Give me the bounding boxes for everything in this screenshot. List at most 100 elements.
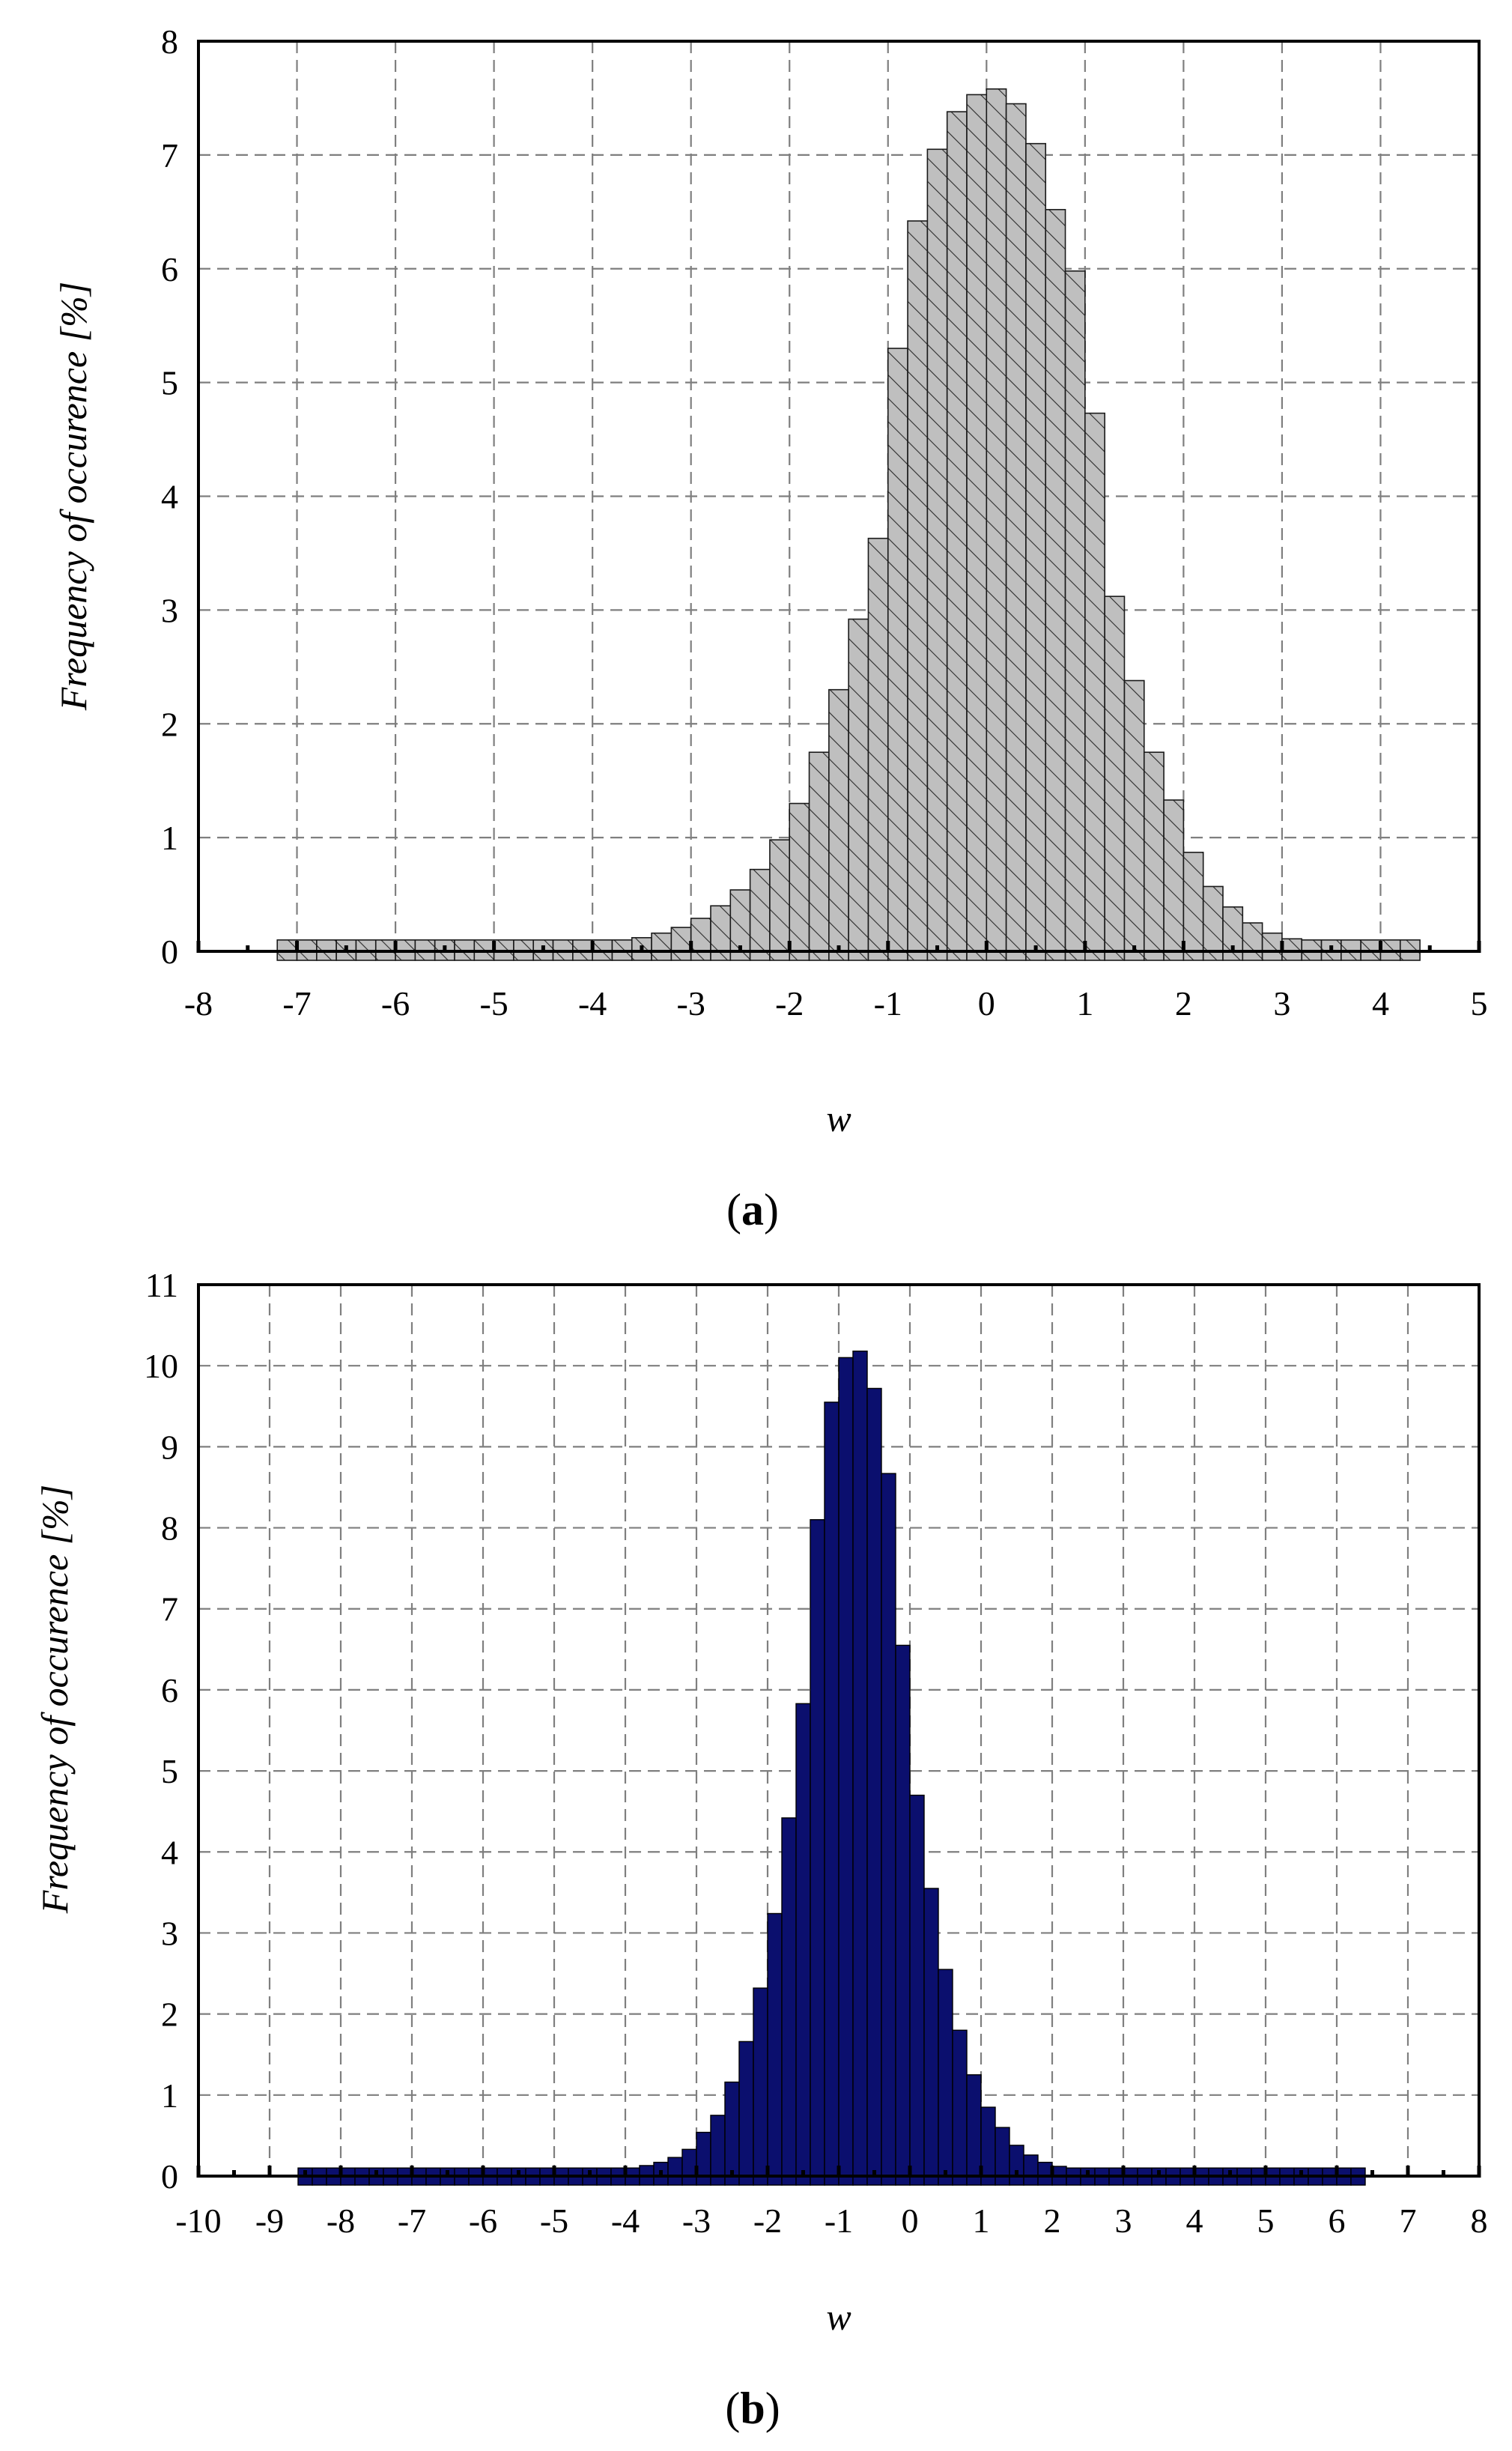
x-tick-label: -2 — [775, 984, 804, 1022]
y-axis-label: Frequency of occurence [%] — [34, 1485, 76, 1914]
y-tick-label: 8 — [161, 1509, 178, 1548]
panel-letter: b — [740, 2384, 765, 2433]
y-tick-label: 0 — [161, 933, 178, 971]
plot-frame — [197, 1283, 1481, 2178]
histogram-bar — [828, 688, 849, 961]
x-tick-label: -3 — [677, 984, 705, 1022]
x-tick-label: -3 — [682, 2202, 711, 2240]
y-tick-labels: 0 1 2 3 4 5 6 7 8 — [161, 22, 178, 971]
x-tick-label: 0 — [978, 984, 995, 1022]
histogram-bar — [1123, 679, 1145, 961]
x-tick-label: -6 — [381, 984, 410, 1022]
y-tick-label: 8 — [161, 22, 178, 61]
histogram-bar — [1005, 103, 1027, 961]
histogram-bar — [1023, 2154, 1039, 2186]
x-tick-label: -8 — [327, 2202, 355, 2240]
bar-series — [297, 1351, 1366, 2186]
x-tick-label: 5 — [1471, 984, 1488, 1022]
panel-label: (b) — [725, 2384, 780, 2433]
x-tick-label: -5 — [479, 984, 508, 1022]
x-tick-label: -7 — [282, 984, 311, 1022]
y-tick-label: 9 — [161, 1428, 178, 1466]
x-tick-label: 4 — [1372, 984, 1389, 1022]
y-tick-label: 4 — [161, 478, 178, 516]
histogram-bar — [907, 220, 929, 961]
histogram-bar — [980, 2106, 996, 2186]
histogram-bar — [1163, 799, 1185, 961]
histogram-panel-b: -10 -9 -8 -7 -6 -5 -4 -3 -2 -1 0 1 2 3 4 5 6 7 8 012345678… — [34, 1266, 1488, 2433]
histogram-bar — [909, 1794, 925, 2186]
x-tick-label: 3 — [1273, 984, 1290, 1022]
histogram-bar — [966, 94, 988, 961]
histogram-bar — [926, 148, 948, 961]
histogram-bar — [848, 618, 869, 961]
y-tick-label: 3 — [161, 1914, 178, 1952]
histogram-bar — [724, 2081, 740, 2186]
x-tick-label: 6 — [1329, 2202, 1346, 2240]
y-tick-label: 7 — [161, 1590, 178, 1629]
x-tick-label: -10 — [175, 2202, 221, 2240]
histogram-bar — [749, 868, 771, 961]
histogram-bar — [1025, 142, 1047, 961]
histogram-bar — [966, 2074, 982, 2186]
histogram-bar — [1281, 938, 1303, 961]
x-tick-label: -9 — [255, 2202, 284, 2240]
histogram-bar — [1261, 932, 1283, 961]
histogram-bar — [1242, 922, 1263, 961]
x-tick-label: 1 — [973, 2202, 990, 2240]
histogram-bar — [1064, 270, 1086, 961]
histogram-bar — [952, 2029, 968, 2186]
histogram-bar — [838, 1357, 854, 2186]
y-tick-label: 6 — [161, 1671, 178, 1709]
x-tick-label: 3 — [1115, 2202, 1132, 2240]
plot-frame — [197, 40, 1481, 953]
x-tick-label: 4 — [1186, 2202, 1203, 2240]
x-tick-label: -8 — [184, 984, 213, 1022]
x-axis-label: w — [826, 2296, 851, 2338]
y-tick-label: 1 — [161, 2076, 178, 2115]
x-tick-label: -4 — [611, 2202, 640, 2240]
x-tick-label: 2 — [1044, 2202, 1061, 2240]
x-axis-label: w — [826, 1097, 851, 1139]
histogram-bar — [881, 1473, 896, 2186]
y-tick-label: 6 — [161, 250, 178, 288]
x-tick-label: -5 — [540, 2202, 568, 2240]
histogram-bar — [946, 111, 968, 961]
histogram-bar — [986, 88, 1007, 961]
histogram-bar — [1009, 2145, 1024, 2186]
histogram-bar — [1037, 2161, 1053, 2186]
y-tick-label: 2 — [161, 1996, 178, 2034]
y-tick-label: 3 — [161, 591, 178, 629]
histogram-bar — [808, 751, 830, 961]
histogram-bar — [738, 2041, 754, 2186]
histogram-bar — [895, 1644, 911, 2186]
y-axis-label: Frequency of occurence [%] — [52, 282, 94, 711]
y-tick-label: 11 — [145, 1266, 178, 1304]
histogram-bar — [1182, 852, 1204, 961]
histogram-bar — [670, 927, 692, 961]
x-tick-label: -2 — [753, 2202, 782, 2240]
y-tick-label: 10 — [144, 1347, 178, 1385]
x-tick-labels: -10 -9 -8 -7 -6 -5 -4 -3 -2 -1 0 1 2 3 4 5 6 7 8 — [175, 2202, 1487, 2240]
histogram-bar — [795, 1703, 811, 2186]
y-tick-label: 7 — [161, 136, 178, 175]
histogram-bar — [1143, 751, 1165, 961]
histogram-bar — [1104, 596, 1126, 961]
histogram-bar — [1202, 885, 1224, 961]
x-tick-label: 7 — [1400, 2202, 1417, 2240]
histogram-bar — [767, 1912, 783, 2186]
bar-series — [276, 88, 1421, 961]
y-tick-label: 0 — [161, 2157, 178, 2196]
y-tick-labels: 0 1 2 3 4 5 6 7 8 9 10 11 — [144, 1266, 178, 2196]
x-tick-label: 0 — [902, 2202, 919, 2240]
x-tick-label: -4 — [578, 984, 607, 1022]
x-tick-label: 2 — [1175, 984, 1192, 1022]
y-tick-label: 5 — [161, 1752, 178, 1790]
x-tick-labels: -8 -7 -6 -5 -4 -3 -2 -1 0 1 2 3 4 5 — [184, 984, 1488, 1022]
histogram-bar — [938, 1969, 953, 2186]
x-tick-label: -6 — [469, 2202, 497, 2240]
histogram-bar — [781, 1817, 797, 2186]
histogram-bar — [1045, 208, 1066, 961]
histogram-bar — [667, 2157, 683, 2186]
histogram-bar — [681, 2148, 697, 2186]
